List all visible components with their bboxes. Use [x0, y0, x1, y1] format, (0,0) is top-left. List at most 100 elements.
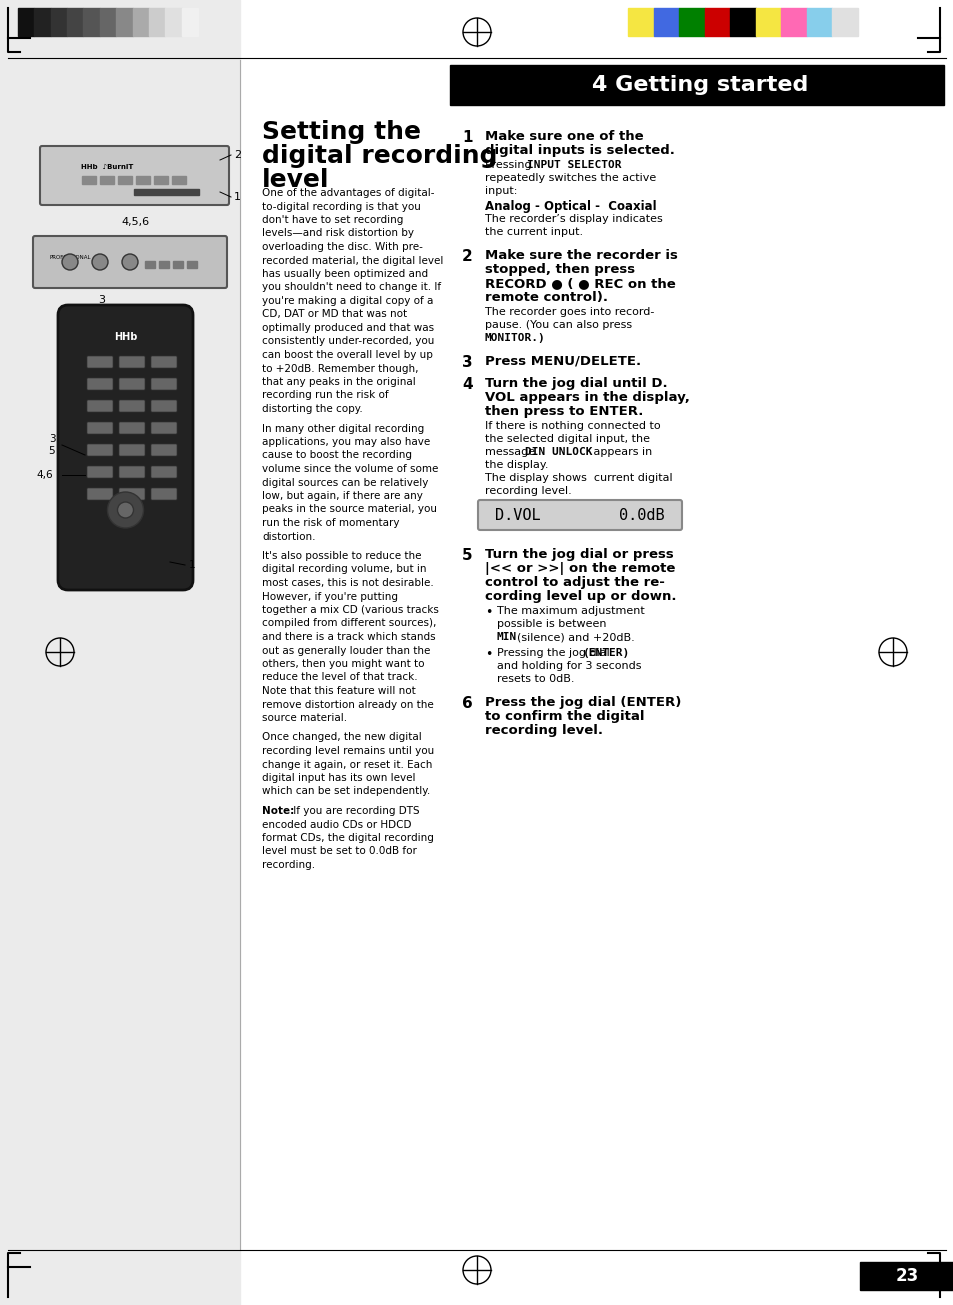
Text: and there is a track which stands: and there is a track which stands	[262, 632, 436, 642]
Text: 1: 1	[189, 560, 195, 570]
Text: recording run the risk of: recording run the risk of	[262, 390, 388, 401]
Bar	[187, 261, 196, 269]
Bar	[82, 176, 96, 184]
Bar	[51, 8, 67, 37]
Text: 1: 1	[461, 130, 472, 145]
FancyBboxPatch shape	[151, 378, 177, 390]
Text: level: level	[262, 168, 329, 192]
Text: Turn the jog dial or press: Turn the jog dial or press	[484, 548, 673, 561]
Text: Press MENU/DELETE.: Press MENU/DELETE.	[484, 355, 640, 368]
Text: 3: 3	[461, 355, 472, 371]
Text: to-digital recording is that you: to-digital recording is that you	[262, 201, 420, 211]
Text: peaks in the source material, you: peaks in the source material, you	[262, 505, 436, 514]
Text: and holding for 3 seconds: and holding for 3 seconds	[497, 662, 640, 671]
Text: MONITOR.): MONITOR.)	[484, 333, 545, 343]
Bar	[181, 8, 198, 37]
Text: 1: 1	[233, 192, 241, 202]
Text: then press to ENTER.: then press to ENTER.	[484, 405, 642, 418]
FancyBboxPatch shape	[119, 466, 145, 478]
FancyBboxPatch shape	[87, 378, 112, 390]
Text: the current input.: the current input.	[484, 227, 582, 238]
Bar	[165, 8, 181, 37]
FancyBboxPatch shape	[58, 305, 193, 590]
Bar	[100, 176, 113, 184]
Text: Make sure one of the: Make sure one of the	[484, 130, 643, 144]
Text: 2: 2	[461, 249, 473, 264]
Text: possible is between: possible is between	[497, 619, 606, 629]
Text: overloading the disc. With pre-: overloading the disc. With pre-	[262, 241, 422, 252]
Bar	[136, 176, 150, 184]
Text: |<< or >>| on the remote: |<< or >>| on the remote	[484, 562, 675, 576]
Text: Turn the jog dial until D.: Turn the jog dial until D.	[484, 377, 667, 390]
Text: Pressing the jog dial: Pressing the jog dial	[497, 649, 613, 658]
Bar	[729, 8, 755, 37]
Text: repeatedly switches the active: repeatedly switches the active	[484, 174, 656, 183]
FancyBboxPatch shape	[119, 422, 145, 435]
Bar	[83, 8, 100, 37]
FancyBboxPatch shape	[119, 378, 145, 390]
Text: together a mix CD (various tracks: together a mix CD (various tracks	[262, 606, 438, 615]
Text: can boost the overall level by up: can boost the overall level by up	[262, 350, 433, 360]
FancyBboxPatch shape	[151, 488, 177, 500]
Text: cording level up or down.: cording level up or down.	[484, 590, 676, 603]
Text: applications, you may also have: applications, you may also have	[262, 437, 430, 448]
Text: appears in: appears in	[589, 448, 652, 457]
FancyBboxPatch shape	[151, 466, 177, 478]
Bar	[100, 8, 116, 37]
FancyBboxPatch shape	[119, 356, 145, 368]
Bar	[679, 8, 704, 37]
Text: (ENTER): (ENTER)	[582, 649, 630, 658]
Text: most cases, this is not desirable.: most cases, this is not desirable.	[262, 578, 434, 589]
Circle shape	[108, 492, 143, 529]
Text: The recorder’s display indicates: The recorder’s display indicates	[484, 214, 662, 224]
Text: distortion.: distortion.	[262, 531, 315, 542]
Text: digital sources can be relatively: digital sources can be relatively	[262, 478, 428, 488]
Text: The maximum adjustment: The maximum adjustment	[497, 606, 644, 616]
Text: Analog - Optical -  Coaxial: Analog - Optical - Coaxial	[484, 200, 656, 213]
FancyBboxPatch shape	[151, 356, 177, 368]
Text: pause. (You can also press: pause. (You can also press	[484, 320, 632, 330]
Text: It's also possible to reduce the: It's also possible to reduce the	[262, 551, 421, 561]
Text: encoded audio CDs or HDCD: encoded audio CDs or HDCD	[262, 820, 411, 830]
Text: Note that this feature will not: Note that this feature will not	[262, 686, 416, 696]
Text: If there is nothing connected to: If there is nothing connected to	[484, 422, 659, 431]
Text: message: message	[484, 448, 538, 457]
Bar	[18, 8, 34, 37]
Text: the display.: the display.	[484, 459, 548, 470]
Text: 4: 4	[461, 377, 472, 392]
Text: The recorder goes into record-: The recorder goes into record-	[484, 307, 654, 317]
Text: digital input has its own level: digital input has its own level	[262, 773, 416, 783]
Text: 23: 23	[895, 1267, 918, 1285]
Bar	[627, 8, 653, 37]
Text: One of the advantages of digital-: One of the advantages of digital-	[262, 188, 434, 198]
Bar	[149, 8, 165, 37]
Text: Make sure the recorder is: Make sure the recorder is	[484, 249, 678, 262]
Text: recording level.: recording level.	[484, 485, 571, 496]
Text: volume since the volume of some: volume since the volume of some	[262, 465, 438, 474]
Text: (silence) and +20dB.: (silence) and +20dB.	[517, 632, 634, 642]
Bar	[450, 65, 943, 104]
Text: In many other digital recording: In many other digital recording	[262, 424, 424, 433]
FancyBboxPatch shape	[87, 466, 112, 478]
Text: DIN UNLOCK: DIN UNLOCK	[524, 448, 592, 457]
Text: Once changed, the new digital: Once changed, the new digital	[262, 732, 421, 743]
Bar	[172, 176, 186, 184]
Text: you're making a digital copy of a: you're making a digital copy of a	[262, 296, 433, 305]
Text: out as generally louder than the: out as generally louder than the	[262, 646, 430, 655]
Circle shape	[122, 254, 138, 270]
Text: optimally produced and that was: optimally produced and that was	[262, 324, 434, 333]
FancyBboxPatch shape	[151, 444, 177, 455]
Text: input:: input:	[484, 187, 517, 196]
Bar	[159, 261, 169, 269]
Bar	[172, 261, 183, 269]
Text: HHb: HHb	[113, 331, 137, 342]
Bar	[755, 8, 781, 37]
FancyBboxPatch shape	[87, 422, 112, 435]
Text: recording level.: recording level.	[484, 724, 602, 737]
Text: remove distortion already on the: remove distortion already on the	[262, 699, 434, 710]
Text: If you are recording DTS: If you are recording DTS	[290, 806, 419, 816]
Bar	[145, 261, 154, 269]
Text: which can be set independently.: which can be set independently.	[262, 787, 430, 796]
Text: 3: 3	[98, 295, 106, 305]
Bar	[134, 189, 199, 194]
